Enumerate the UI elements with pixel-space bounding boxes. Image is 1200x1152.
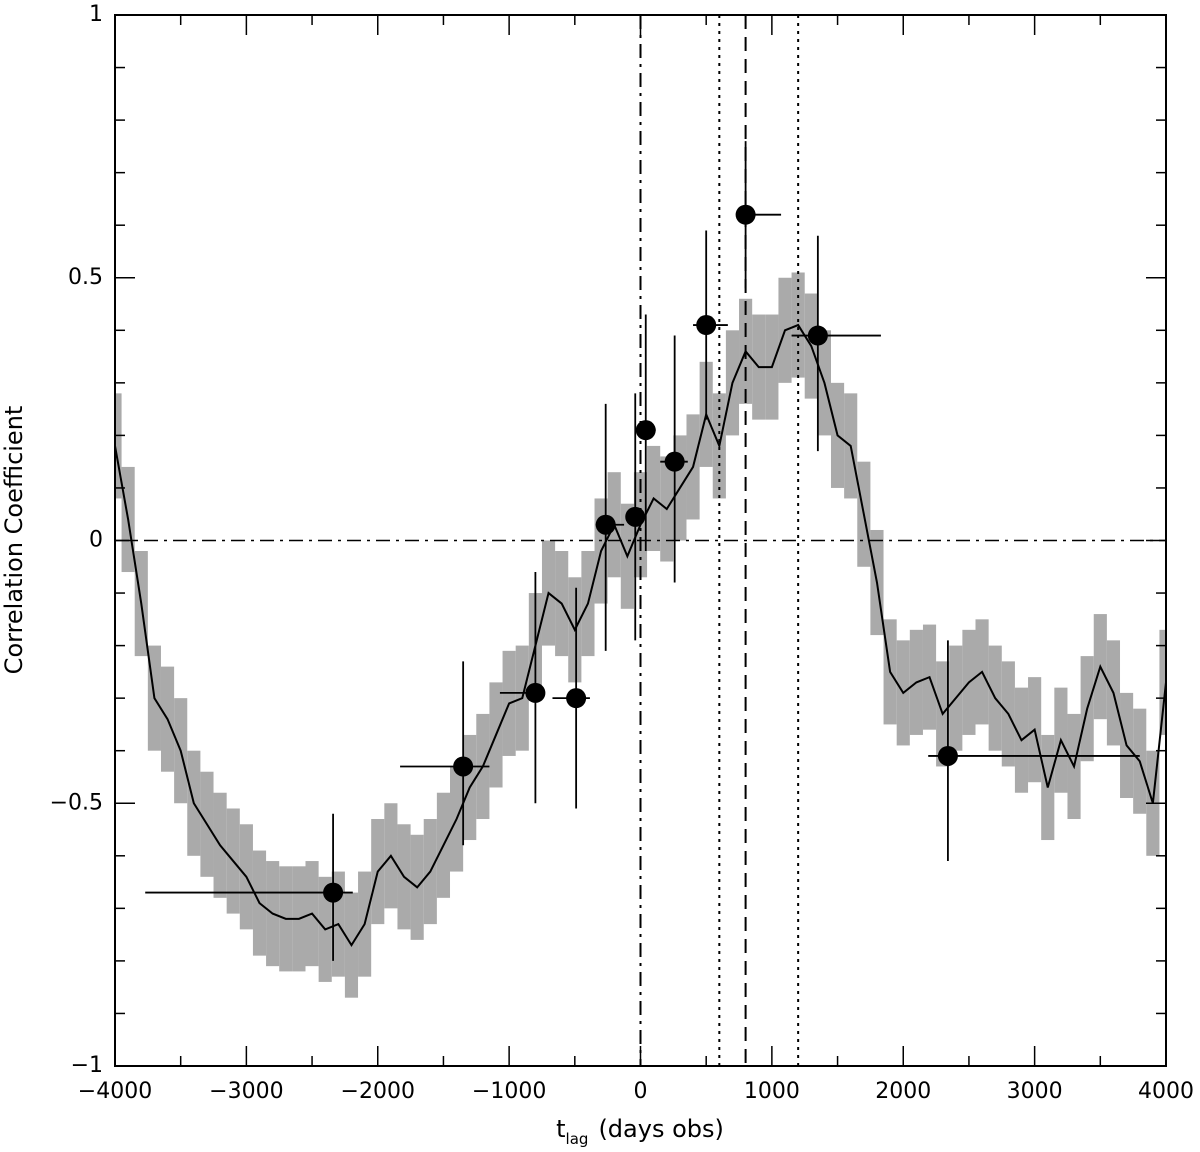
data-point bbox=[937, 745, 958, 766]
y-tick-label: 0 bbox=[89, 528, 103, 553]
x-tick-label: 1000 bbox=[744, 1079, 800, 1104]
data-point bbox=[595, 514, 616, 535]
y-tick-label: −1 bbox=[71, 1053, 103, 1078]
y-tick-label: 1 bbox=[89, 2, 103, 27]
data-point bbox=[453, 756, 474, 777]
x-tick-label: 0 bbox=[634, 1079, 648, 1104]
x-tick-label: −2000 bbox=[341, 1079, 415, 1104]
x-tick-label: −4000 bbox=[78, 1079, 152, 1104]
x-axis-label: tlag (days obs) bbox=[556, 1115, 724, 1148]
x-tick-label: 3000 bbox=[1007, 1079, 1063, 1104]
x-label-suffix: (days obs) bbox=[598, 1115, 723, 1143]
x-label-subscript: lag bbox=[566, 1130, 589, 1148]
band-segment bbox=[115, 393, 122, 499]
axes: −4000 −3000 −2000 −1000 0 1000 2000 3000 4000 −1 −… bbox=[50, 2, 1194, 1104]
x-tick-label: −3000 bbox=[209, 1079, 283, 1104]
data-point bbox=[635, 420, 656, 441]
x-tick-label: −1000 bbox=[472, 1079, 546, 1104]
data-point bbox=[625, 506, 646, 527]
y-tick-label: 0.5 bbox=[68, 265, 103, 290]
data-point bbox=[323, 882, 344, 903]
y-axis-label: Correlation Coefficient bbox=[0, 406, 28, 675]
data-point bbox=[664, 451, 685, 472]
band-segment bbox=[1159, 629, 1166, 735]
y-tick-label: −0.5 bbox=[50, 790, 103, 815]
data-point bbox=[696, 315, 717, 336]
x-tick-label: 4000 bbox=[1138, 1079, 1194, 1104]
x-label-main: t bbox=[556, 1115, 565, 1143]
data-point bbox=[566, 688, 587, 709]
data-point bbox=[807, 325, 828, 346]
data-point bbox=[735, 204, 756, 225]
plot-area bbox=[115, 15, 1166, 1066]
data-point bbox=[525, 682, 546, 703]
x-tick-label: 2000 bbox=[875, 1079, 931, 1104]
